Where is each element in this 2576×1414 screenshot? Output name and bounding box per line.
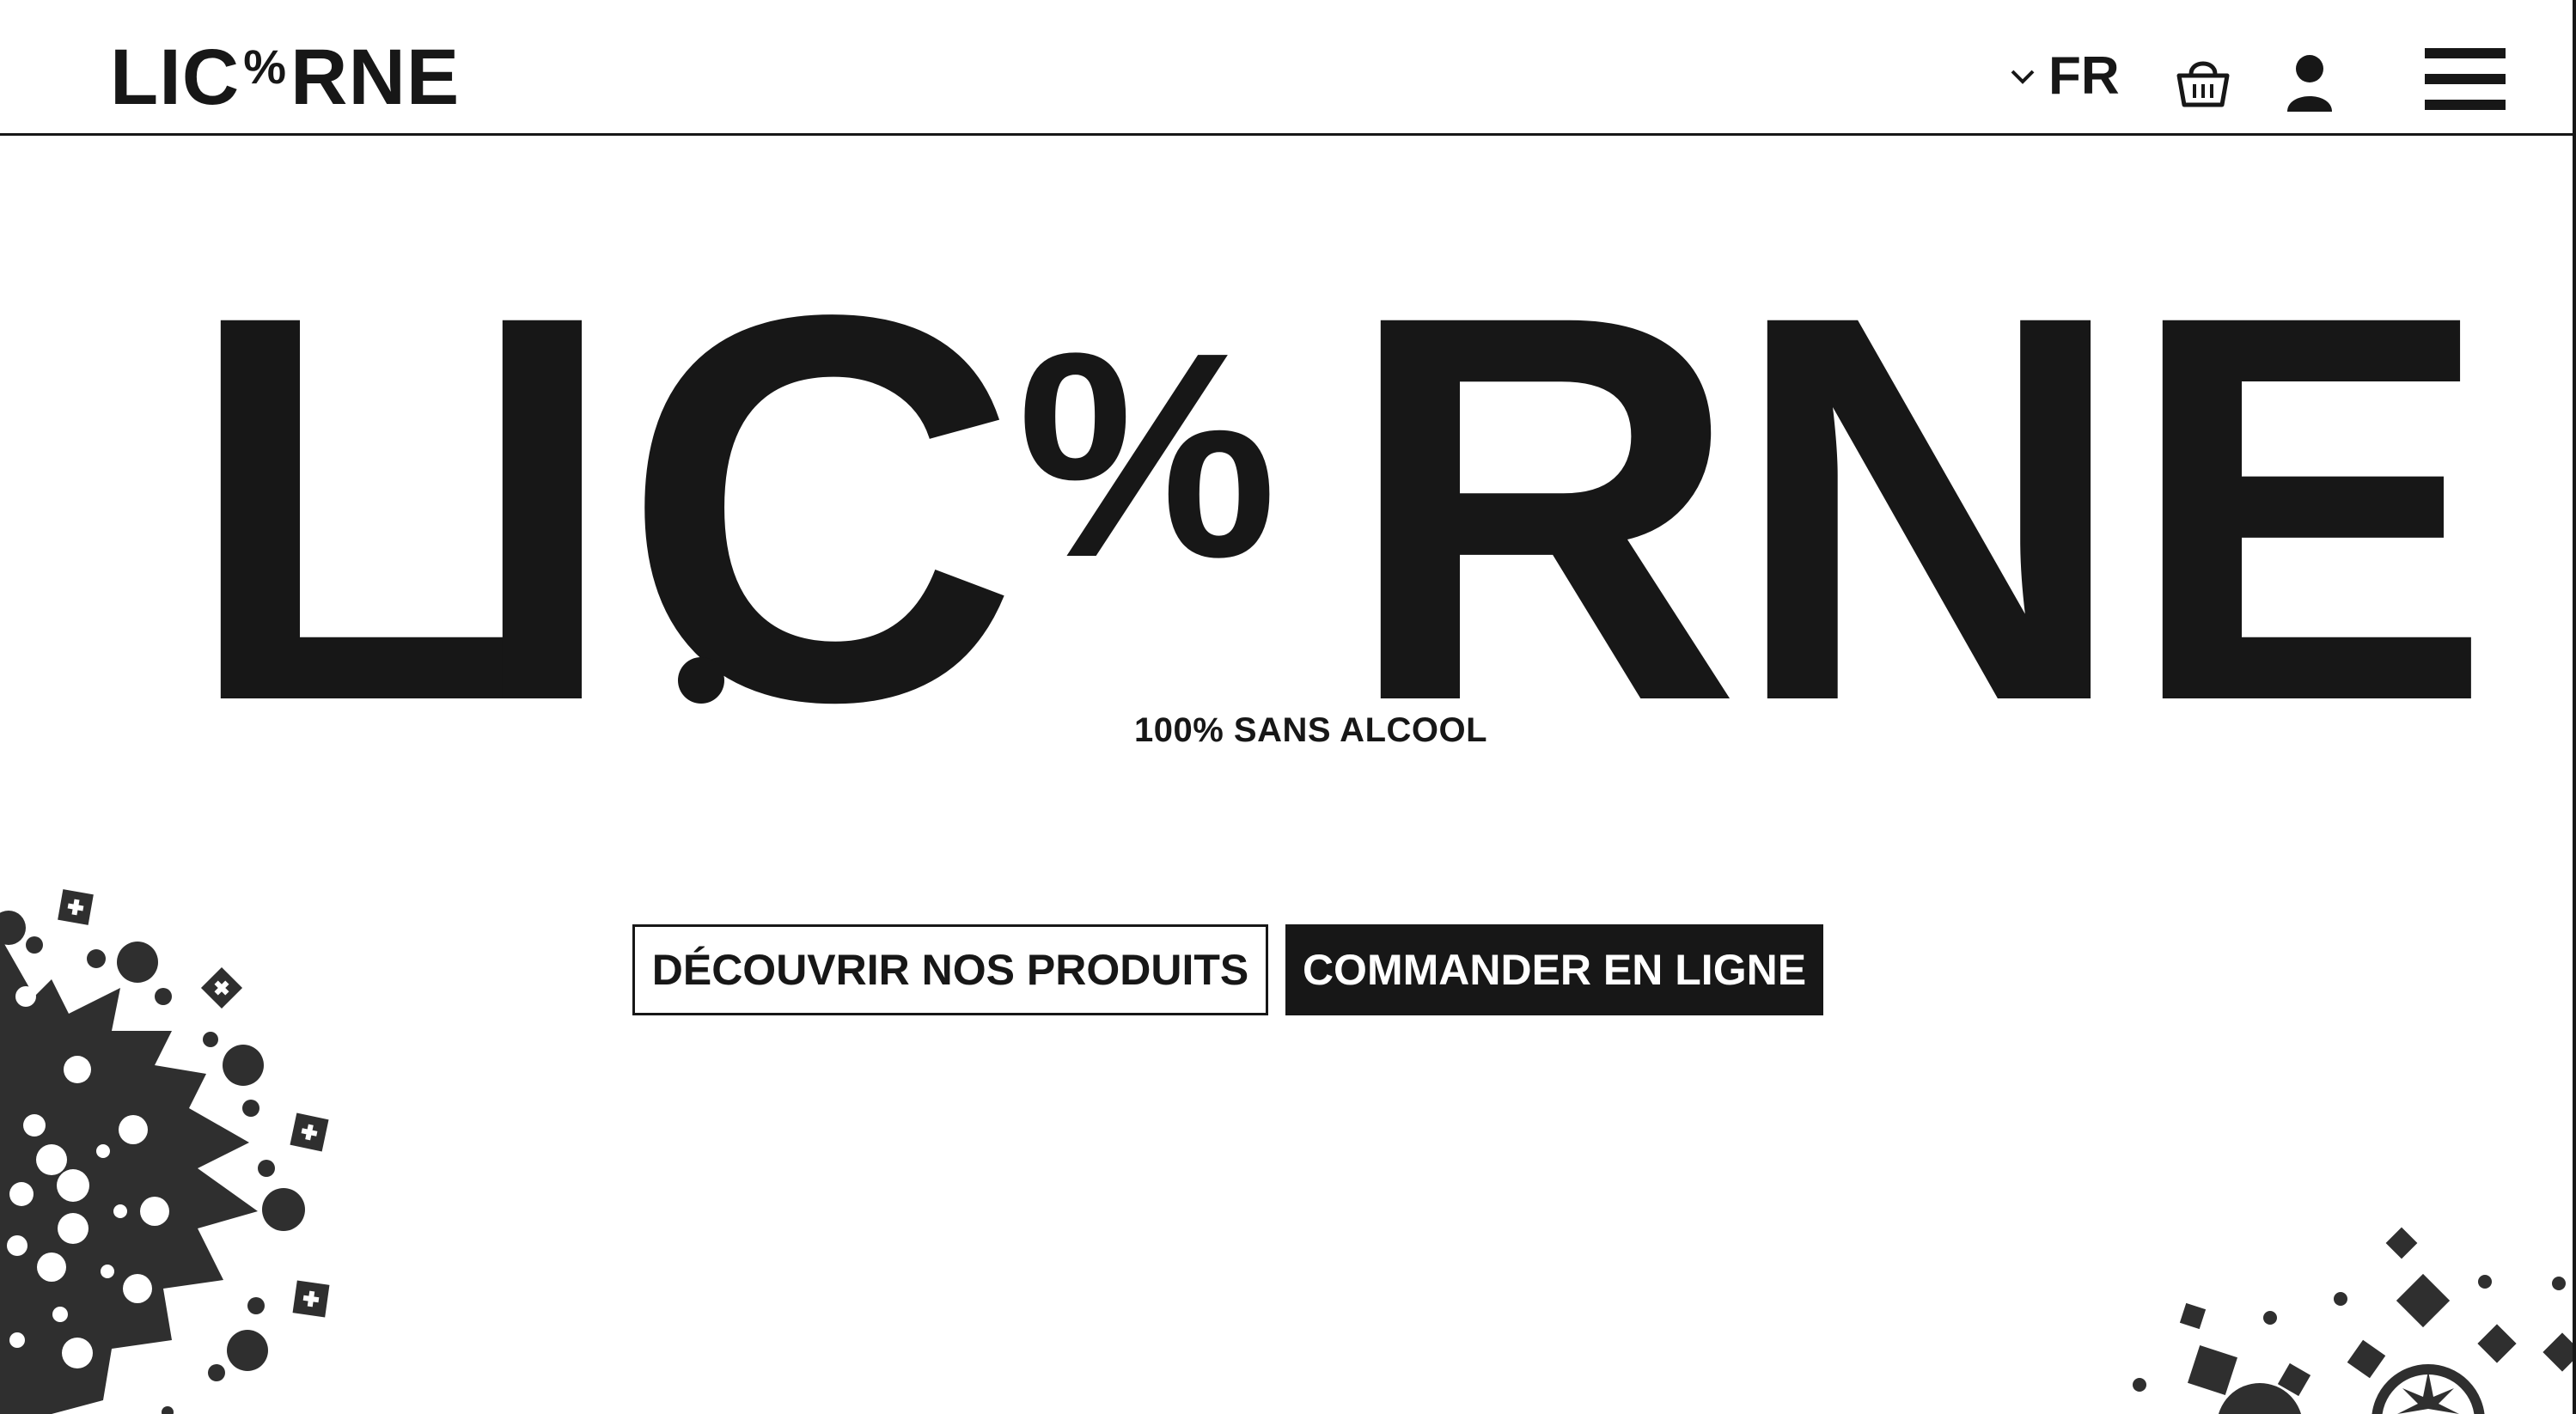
hero-letter-l: L [184, 201, 520, 815]
hero-letter-i: I [466, 201, 619, 815]
chevron-down-icon [2011, 70, 2035, 84]
account-button[interactable] [2286, 53, 2334, 118]
site-header: LIC % RNE FR [0, 0, 2576, 136]
hamburger-menu-icon [2425, 48, 2506, 110]
cedilla-dot [678, 657, 724, 704]
logo-text-end: RNE [290, 34, 461, 121]
decorative-burst-left [0, 889, 330, 1414]
hero-percent: % [1017, 292, 1278, 619]
brand-logo[interactable]: LIC % RNE [110, 38, 460, 117]
order-online-button[interactable]: COMMANDER EN LIGNE [1285, 924, 1823, 1015]
hero-subtitle: 100% SANS ALCOOL [1134, 711, 1488, 749]
hero-letter-r: R [1344, 201, 1742, 815]
basket-button[interactable] [2176, 53, 2231, 114]
language-label: FR [2048, 46, 2120, 106]
logo-percent: % [243, 40, 287, 94]
menu-button[interactable] [2425, 46, 2506, 116]
basket-icon [2176, 61, 2230, 107]
logo-text-start: LIC [110, 34, 241, 121]
page-edge-rule [2573, 0, 2576, 1414]
hero-letter-e: E [2126, 201, 2493, 815]
hero-letter-n: N [1731, 201, 2128, 815]
discover-products-button[interactable]: DÉCOUVRIR NOS PRODUITS [632, 924, 1268, 1015]
user-icon [2287, 55, 2332, 112]
decorative-burst-right [2133, 1227, 2576, 1414]
language-selector[interactable]: FR [2007, 50, 2120, 103]
